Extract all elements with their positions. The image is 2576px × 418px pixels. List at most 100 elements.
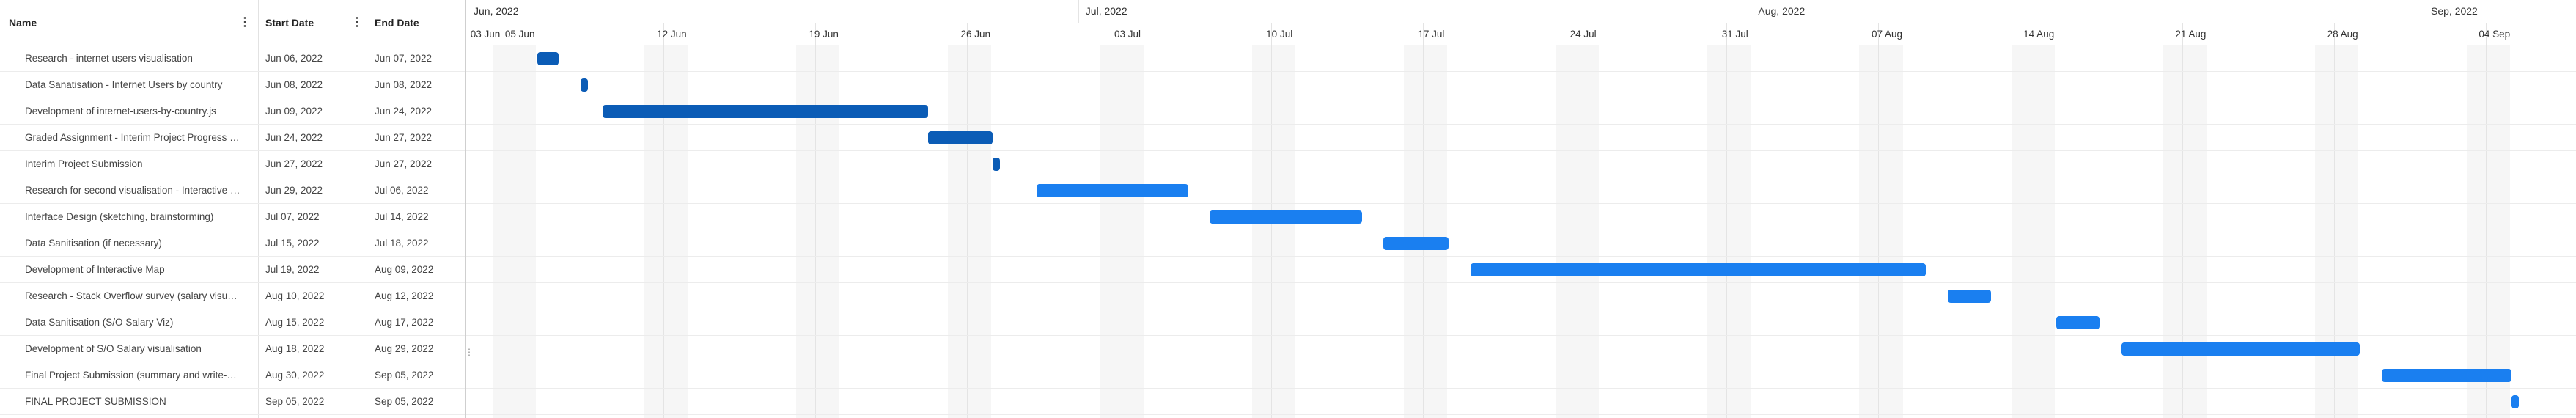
week-divider [1726, 23, 1728, 418]
task-name: Interim Project Submission [25, 158, 143, 169]
weekend-shade [2315, 45, 2359, 418]
column-header-start[interactable]: Start Date [265, 0, 353, 45]
task-end-date: Aug 09, 2022 [375, 264, 434, 275]
task-start-date: Jun 29, 2022 [265, 185, 323, 196]
task-end-date: Jun 24, 2022 [375, 106, 433, 117]
column-divider[interactable] [258, 0, 259, 418]
task-bar[interactable] [2381, 369, 2512, 382]
week-label: 03 Jul [1114, 29, 1141, 40]
task-bar[interactable] [2056, 316, 2100, 329]
week-divider [2182, 23, 2183, 418]
row-divider [466, 282, 2576, 283]
week-label: 28 Aug [2327, 29, 2358, 40]
week-label: 26 Jun [960, 29, 991, 40]
weekend-shade [948, 45, 992, 418]
month-label: Aug, 2022 [1758, 5, 1806, 17]
table-row[interactable]: Data Sanatisation - Internet Users by co… [0, 72, 465, 98]
weekend-shade [1859, 45, 1903, 418]
column-header-end[interactable]: End Date [375, 0, 463, 45]
row-divider [466, 256, 2576, 257]
month-divider [1078, 0, 1079, 23]
month-label: Jul, 2022 [1085, 5, 1127, 17]
month-label: Sep, 2022 [2431, 5, 2478, 17]
task-end-date: Aug 29, 2022 [375, 343, 434, 354]
week-divider [1878, 23, 1880, 418]
weekend-shade [1100, 45, 1144, 418]
task-end-date: Jun 07, 2022 [375, 53, 433, 64]
table-row[interactable]: Interface Design (sketching, brainstormi… [0, 204, 465, 230]
task-end-date: Jun 27, 2022 [375, 132, 433, 143]
task-bar[interactable] [537, 52, 559, 65]
task-name: Development of S/O Salary visualisation [25, 343, 202, 354]
week-label: 03 Jun [470, 29, 501, 40]
task-bar[interactable] [1470, 263, 1927, 276]
task-start-date: Jul 15, 2022 [265, 238, 320, 249]
task-bar[interactable] [581, 78, 588, 92]
task-name: Research - Stack Overflow survey (salary… [25, 290, 238, 301]
task-bar[interactable] [927, 131, 993, 144]
task-grid: Name ⋮ Start Date ⋮ End Date Research - … [0, 0, 466, 418]
table-row[interactable]: Research - internet users visualisation J… [0, 45, 465, 72]
column-header-name-label: Name [9, 17, 37, 29]
task-start-date: Jul 19, 2022 [265, 264, 320, 275]
task-bar[interactable] [2511, 395, 2520, 408]
week-divider [2486, 23, 2487, 418]
table-row[interactable]: Interim Project Submission Jun 27, 2022 Ju… [0, 151, 465, 177]
task-start-date: Jun 09, 2022 [265, 106, 323, 117]
table-row[interactable]: Development of S/O Salary visualisation A… [0, 336, 465, 362]
week-divider [2334, 23, 2335, 418]
task-bar[interactable] [602, 105, 928, 118]
gantt-timeline: Jun, 2022 Jul, 2022 Aug, 2022 Sep, 2022 03 J… [466, 0, 2576, 418]
column-menu-icon[interactable]: ⋮ [239, 16, 251, 29]
task-name: Development of Interactive Map [25, 264, 165, 275]
weekend-shade [2467, 45, 2511, 418]
task-start-date: Sep 05, 2022 [265, 396, 325, 407]
task-name: Data Sanitisation (S/O Salary Viz) [25, 317, 174, 328]
column-menu-icon[interactable]: ⋮ [351, 16, 363, 29]
table-row[interactable]: Graded Assignment - Interim Project Prog… [0, 125, 465, 151]
week-label: 14 Aug [2023, 29, 2055, 40]
task-start-date: Jun 27, 2022 [265, 158, 323, 169]
week-label: 21 Aug [2175, 29, 2207, 40]
task-bar[interactable] [1383, 237, 1449, 250]
table-row[interactable]: Research - Stack Overflow survey (salary… [0, 283, 465, 309]
week-divider [663, 23, 664, 418]
week-label: 31 Jul [1721, 29, 1748, 40]
table-row[interactable]: Research for second visualisation - Inte… [0, 177, 465, 204]
weekend-shade [1707, 45, 1751, 418]
task-start-date: Aug 30, 2022 [265, 370, 325, 381]
week-label: 24 Jul [1569, 29, 1597, 40]
task-start-date: Jun 24, 2022 [265, 132, 323, 143]
table-row[interactable]: Data Sanitisation (if necessary) Jul 15, … [0, 230, 465, 257]
grid-header: Name ⋮ Start Date ⋮ End Date [0, 0, 465, 45]
row-divider [466, 335, 2576, 336]
task-name: Development of internet-users-by-country… [25, 106, 216, 117]
task-name: Final Project Submission (summary and wr… [25, 370, 237, 381]
task-end-date: Aug 12, 2022 [375, 290, 434, 301]
task-end-date: Sep 05, 2022 [375, 396, 434, 407]
table-row[interactable]: Development of Interactive Map Jul 19, 20… [0, 257, 465, 283]
task-name: Data Sanatisation - Internet Users by co… [25, 79, 223, 90]
week-label: 19 Jun [809, 29, 839, 40]
weekend-shade [1403, 45, 1447, 418]
table-row[interactable]: FINAL PROJECT SUBMISSION Sep 05, 2022 Sep … [0, 389, 465, 415]
task-bar[interactable] [1210, 210, 1362, 224]
task-start-date: Jun 06, 2022 [265, 53, 323, 64]
weekend-shade [2011, 45, 2055, 418]
task-end-date: Jun 08, 2022 [375, 79, 433, 90]
task-start-date: Aug 18, 2022 [265, 343, 325, 354]
weekend-shade [1556, 45, 1600, 418]
row-divider [466, 388, 2576, 389]
task-name: Data Sanitisation (if necessary) [25, 238, 162, 249]
week-divider [815, 23, 816, 418]
task-bar[interactable] [1036, 184, 1188, 197]
week-label: 12 Jun [657, 29, 687, 40]
task-bar[interactable] [1947, 290, 1991, 303]
column-header-name[interactable]: Name [9, 0, 229, 45]
task-name: Graded Assignment - Interim Project Prog… [25, 132, 240, 143]
task-bar[interactable] [2121, 342, 2360, 356]
table-row[interactable]: Final Project Submission (summary and wr… [0, 362, 465, 389]
table-row[interactable]: Data Sanitisation (S/O Salary Viz) Aug 15… [0, 309, 465, 336]
table-row[interactable]: Development of internet-users-by-country… [0, 98, 465, 125]
task-bar[interactable] [993, 158, 1001, 171]
